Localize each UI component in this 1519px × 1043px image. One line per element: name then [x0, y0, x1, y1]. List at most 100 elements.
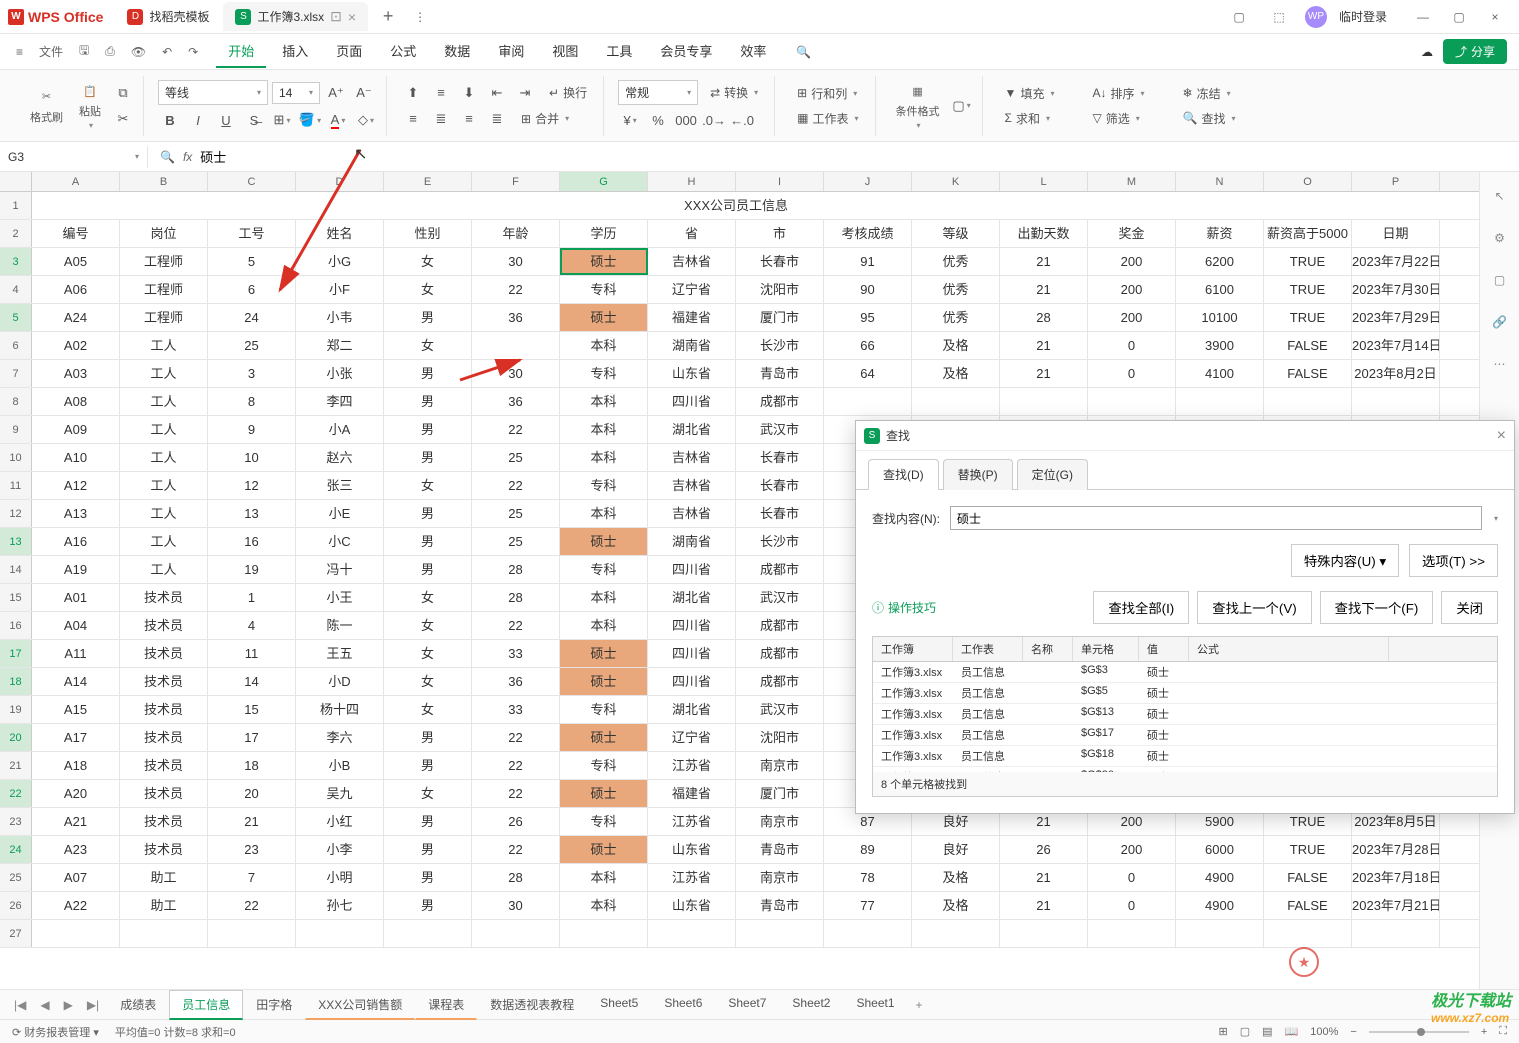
cell[interactable]: A11 — [32, 640, 120, 667]
cell[interactable]: 25 — [472, 528, 560, 555]
col-header-M[interactable]: M — [1088, 172, 1176, 191]
cell[interactable]: 6000 — [1176, 836, 1264, 863]
row-header-26[interactable]: 26 — [0, 892, 32, 919]
cell[interactable]: 6100 — [1176, 276, 1264, 303]
cell[interactable]: 2023年7月14日 — [1352, 332, 1440, 359]
cell[interactable]: 30 — [472, 248, 560, 275]
fx-icon[interactable]: fx — [183, 150, 192, 164]
file-menu[interactable]: 文件 — [35, 39, 67, 64]
cell[interactable]: 22 — [472, 276, 560, 303]
col-header-D[interactable]: D — [296, 172, 384, 191]
cell[interactable]: 技术员 — [120, 696, 208, 723]
doc-tab-templates[interactable]: D 找稻壳模板 — [115, 2, 221, 31]
cell[interactable]: 21 — [1000, 276, 1088, 303]
sheet-tab-Sheet7[interactable]: Sheet7 — [715, 990, 779, 1020]
view-read-icon[interactable]: 📖 — [1285, 1025, 1299, 1038]
row-header-2[interactable]: 2 — [0, 220, 32, 247]
cell[interactable]: 小F — [296, 276, 384, 303]
cell[interactable]: 2023年7月22日 — [1352, 248, 1440, 275]
cell[interactable]: 孙七 — [296, 892, 384, 919]
cell[interactable]: 技术员 — [120, 724, 208, 751]
header-cell[interactable]: 省 — [648, 220, 736, 247]
sheet-tab-Sheet6[interactable]: Sheet6 — [651, 990, 715, 1020]
tab-nav-next[interactable]: ▶ — [58, 998, 79, 1012]
cell[interactable]: 男 — [384, 836, 472, 863]
clear-format-icon[interactable]: ◇▾ — [354, 109, 378, 131]
cell[interactable]: A02 — [32, 332, 120, 359]
cell[interactable]: 硕士 — [560, 248, 648, 275]
cell[interactable]: 200 — [1088, 304, 1176, 331]
rowcol-button[interactable]: ⊞ 行和列▾ — [789, 83, 866, 104]
cell[interactable]: 女 — [384, 640, 472, 667]
cell[interactable]: 1 — [208, 584, 296, 611]
cell[interactable]: 助工 — [120, 864, 208, 891]
cell[interactable]: 男 — [384, 528, 472, 555]
cell[interactable]: 硕士 — [560, 836, 648, 863]
header-cell[interactable]: 岗位 — [120, 220, 208, 247]
cell[interactable]: 青岛市 — [736, 836, 824, 863]
font-size-select[interactable]: 14▾ — [272, 82, 320, 104]
cell[interactable]: 及格 — [912, 332, 1000, 359]
cell[interactable]: 2023年8月2日 — [1352, 360, 1440, 387]
cell[interactable]: A14 — [32, 668, 120, 695]
cell[interactable]: 16 — [208, 528, 296, 555]
find-all-button[interactable]: 查找全部(I) — [1093, 591, 1189, 624]
menu-tab-公式[interactable]: 公式 — [378, 35, 428, 68]
cell[interactable]: 25 — [472, 444, 560, 471]
cell[interactable]: 64 — [824, 360, 912, 387]
cell[interactable]: 26 — [1000, 836, 1088, 863]
cell[interactable]: A03 — [32, 360, 120, 387]
sheet-tab-Sheet5[interactable]: Sheet5 — [587, 990, 651, 1020]
cell[interactable] — [1264, 388, 1352, 415]
settings-icon[interactable]: ⚙ — [1488, 226, 1512, 250]
col-header-K[interactable]: K — [912, 172, 1000, 191]
cell[interactable] — [824, 920, 912, 947]
align-top-icon[interactable]: ⬆ — [401, 82, 425, 104]
close-button[interactable]: 关闭 — [1441, 591, 1498, 624]
sheet-tab-课程表[interactable]: 课程表 — [415, 990, 477, 1020]
cell[interactable]: 男 — [384, 556, 472, 583]
cell[interactable]: 技术员 — [120, 584, 208, 611]
cell[interactable]: 8 — [208, 388, 296, 415]
cell[interactable]: TRUE — [1264, 248, 1352, 275]
find-dialog-titlebar[interactable]: S 查找 × — [856, 421, 1514, 451]
cell[interactable]: 0 — [1088, 360, 1176, 387]
col-header-G[interactable]: G — [560, 172, 648, 191]
cell[interactable] — [1352, 388, 1440, 415]
cell[interactable]: 男 — [384, 808, 472, 835]
cell[interactable]: 长春市 — [736, 444, 824, 471]
cell[interactable]: 吉林省 — [648, 444, 736, 471]
find-result-header[interactable]: 工作表 — [953, 637, 1023, 661]
cell[interactable]: 20 — [208, 780, 296, 807]
cell[interactable]: 本科 — [560, 864, 648, 891]
cell[interactable]: 李四 — [296, 388, 384, 415]
cell[interactable]: 南京市 — [736, 808, 824, 835]
cell[interactable]: 0 — [1088, 332, 1176, 359]
cell[interactable]: 28 — [472, 864, 560, 891]
col-header-P[interactable]: P — [1352, 172, 1440, 191]
options-button[interactable]: 选项(T) >> — [1409, 544, 1498, 577]
comma-icon[interactable]: 000 — [674, 109, 698, 131]
cell[interactable]: A12 — [32, 472, 120, 499]
increase-font-icon[interactable]: A⁺ — [324, 82, 348, 104]
name-box[interactable]: G3▾ — [0, 146, 148, 168]
cell[interactable]: 小红 — [296, 808, 384, 835]
align-right-icon[interactable]: ≡ — [457, 108, 481, 130]
cell[interactable]: 优秀 — [912, 276, 1000, 303]
cell[interactable]: 吉林省 — [648, 248, 736, 275]
cell[interactable]: 技术员 — [120, 640, 208, 667]
cell[interactable]: 3900 — [1176, 332, 1264, 359]
cell[interactable]: 吉林省 — [648, 472, 736, 499]
cell[interactable] — [1352, 920, 1440, 947]
cell[interactable]: A22 — [32, 892, 120, 919]
row-header-25[interactable]: 25 — [0, 864, 32, 891]
convert-button[interactable]: ⇄ 转换▾ — [702, 82, 766, 103]
cell[interactable]: 青岛市 — [736, 360, 824, 387]
cell[interactable]: 厦门市 — [736, 780, 824, 807]
cell[interactable]: 工人 — [120, 388, 208, 415]
cell[interactable]: 山东省 — [648, 892, 736, 919]
number-format-select[interactable]: 常规▾ — [618, 80, 698, 105]
menu-tab-审阅[interactable]: 审阅 — [486, 35, 536, 68]
format-painter-button[interactable]: ✂格式刷 — [24, 83, 69, 129]
cell[interactable]: FALSE — [1264, 892, 1352, 919]
